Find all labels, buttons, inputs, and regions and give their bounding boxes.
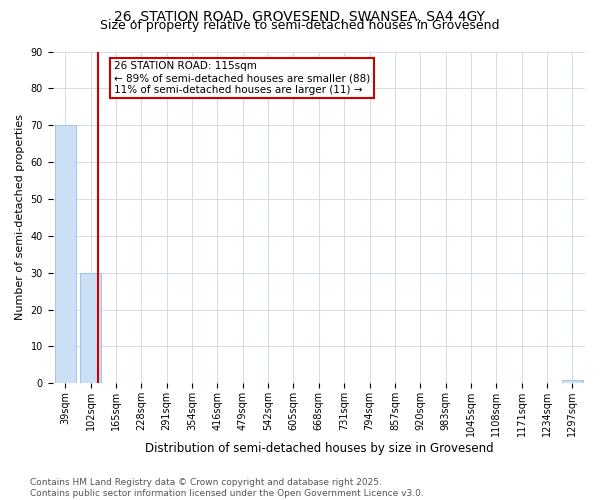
- Bar: [55, 125, 76, 384]
- X-axis label: Distribution of semi-detached houses by size in Grovesend: Distribution of semi-detached houses by …: [145, 442, 493, 455]
- Y-axis label: Number of semi-detached properties: Number of semi-detached properties: [15, 114, 25, 320]
- Text: 26 STATION ROAD: 115sqm
← 89% of semi-detached houses are smaller (88)
11% of se: 26 STATION ROAD: 115sqm ← 89% of semi-de…: [114, 62, 370, 94]
- Bar: [80, 272, 101, 384]
- Text: Size of property relative to semi-detached houses in Grovesend: Size of property relative to semi-detach…: [100, 19, 500, 32]
- Text: Contains HM Land Registry data © Crown copyright and database right 2025.
Contai: Contains HM Land Registry data © Crown c…: [30, 478, 424, 498]
- Bar: [562, 380, 583, 384]
- Text: 26, STATION ROAD, GROVESEND, SWANSEA, SA4 4GY: 26, STATION ROAD, GROVESEND, SWANSEA, SA…: [115, 10, 485, 24]
